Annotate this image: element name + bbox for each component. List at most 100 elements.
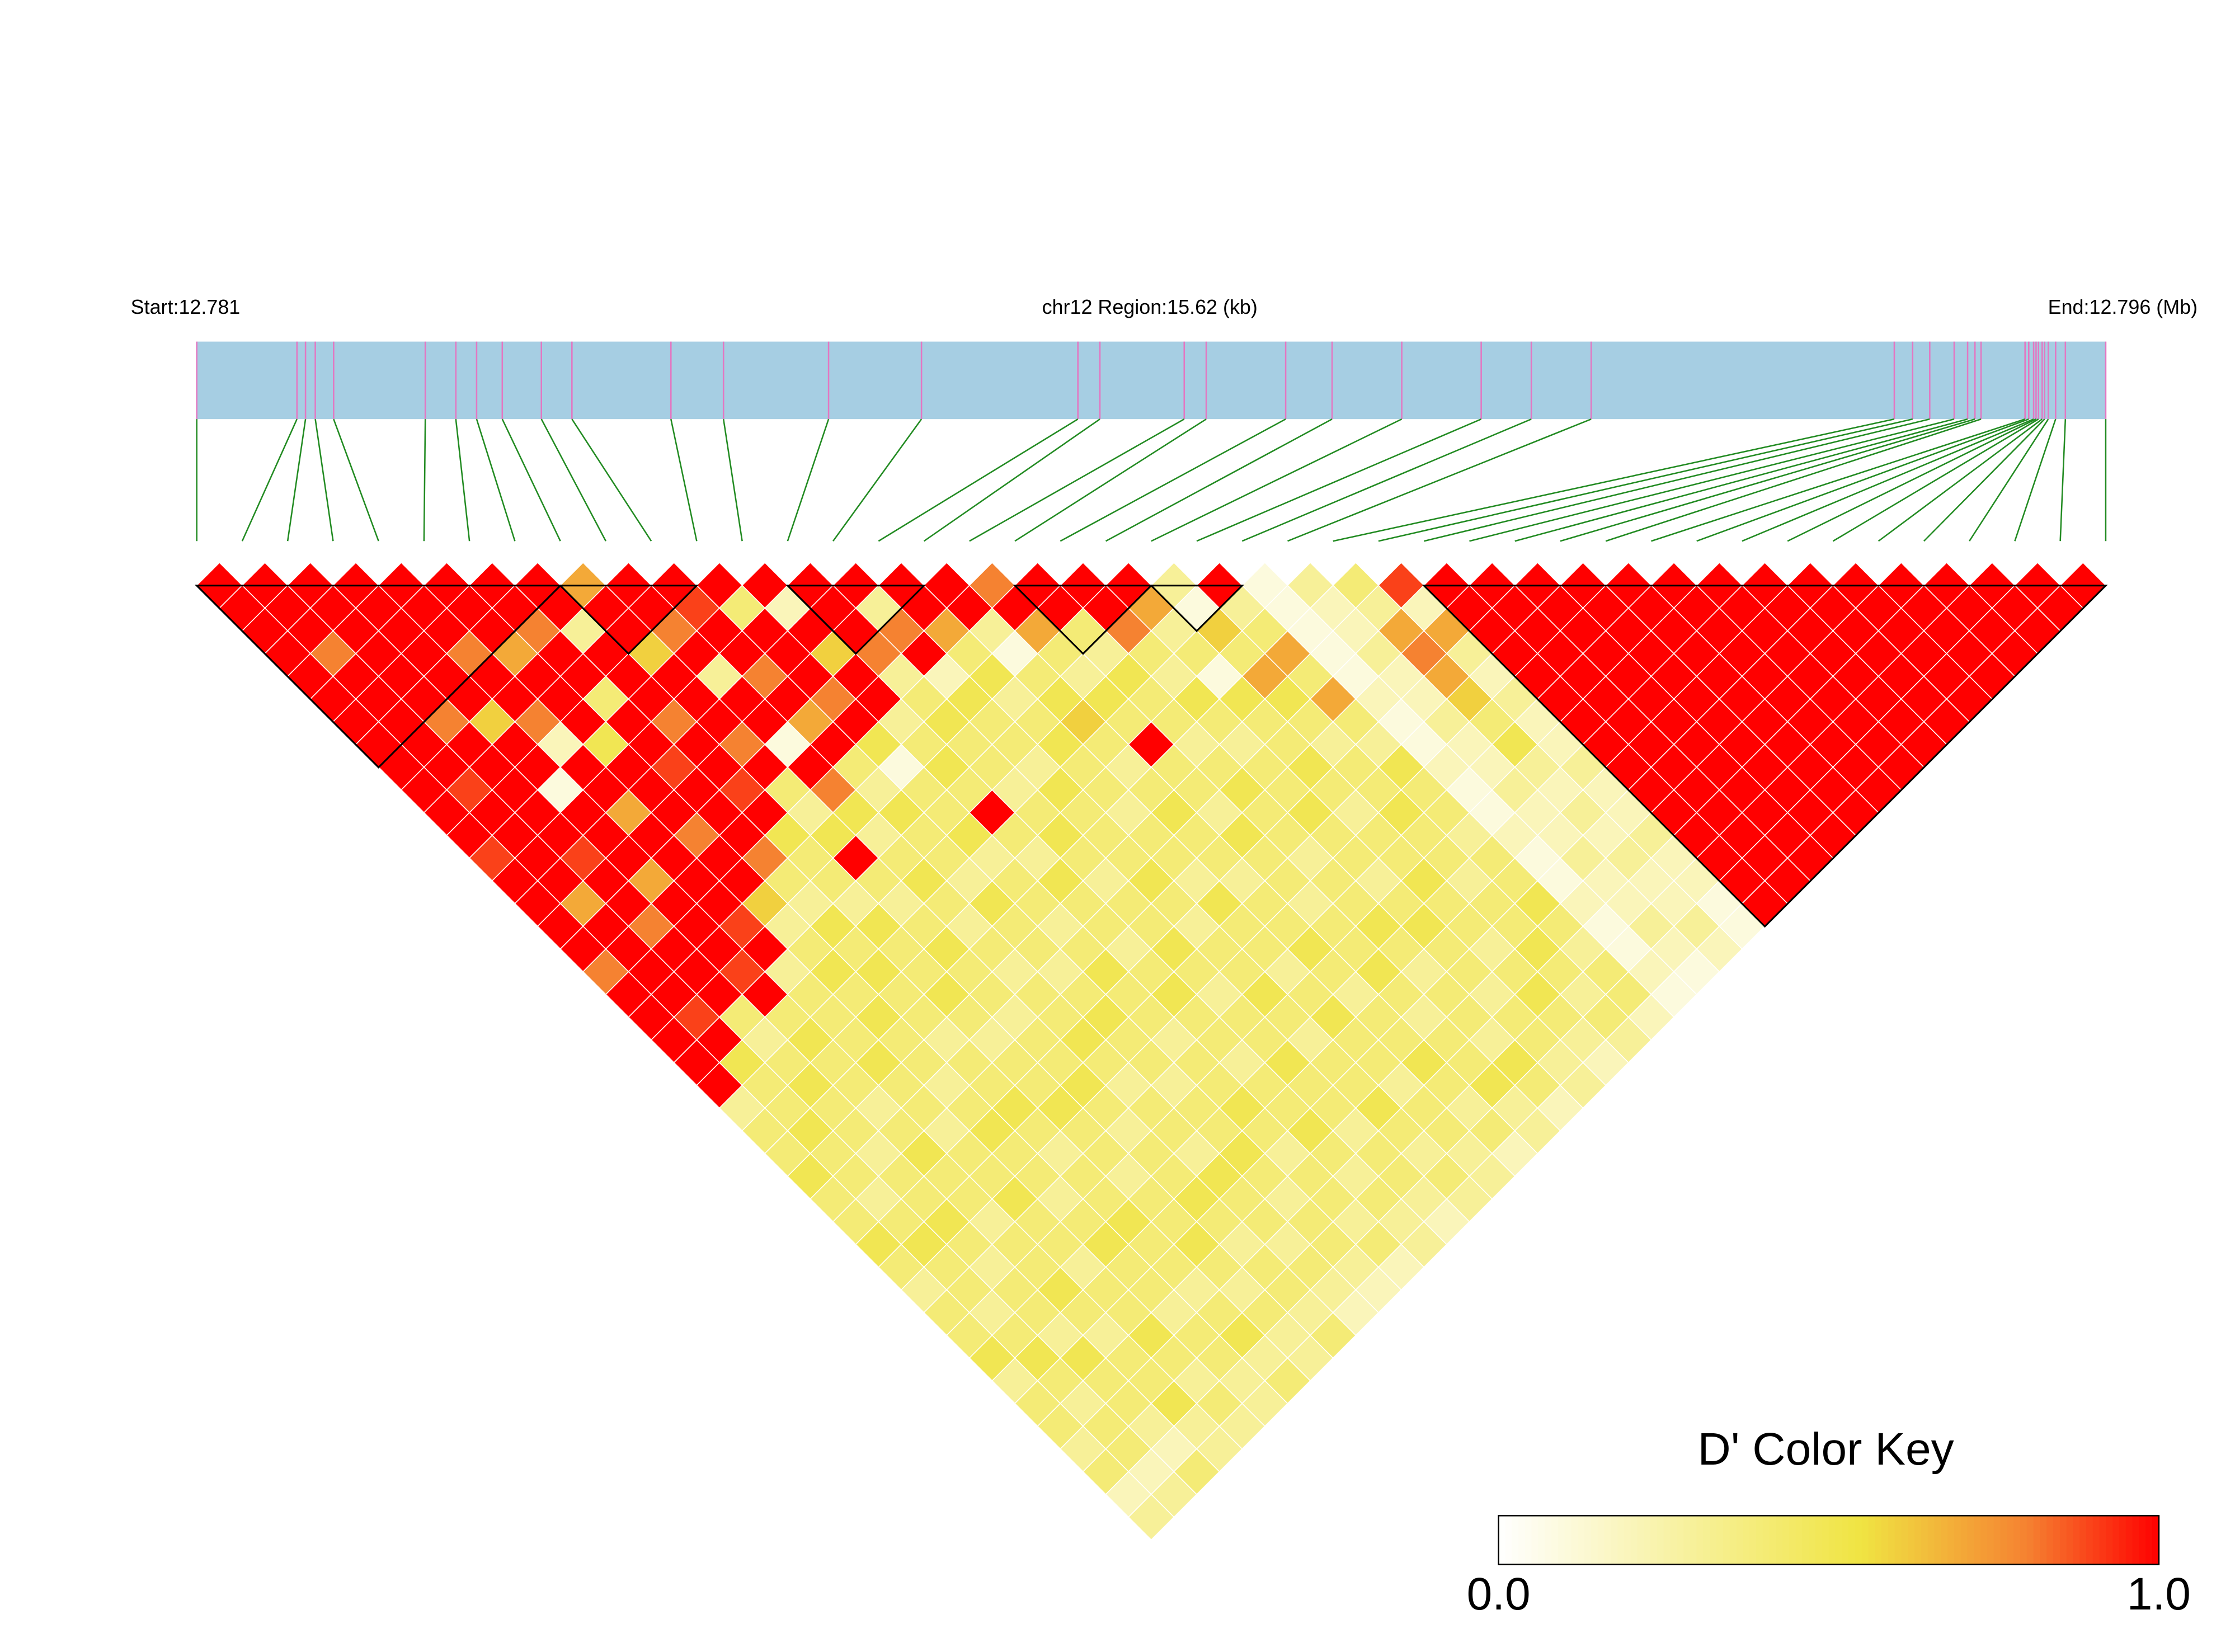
snp-connector — [1878, 418, 2043, 542]
key-swatch — [1710, 1515, 1718, 1565]
key-swatch — [1604, 1515, 1612, 1565]
key-swatch — [1690, 1515, 1698, 1565]
key-swatch — [1802, 1515, 1810, 1565]
region-bar — [196, 341, 2106, 420]
key-swatch — [2119, 1515, 2127, 1565]
key-swatch — [2086, 1515, 2094, 1565]
key-swatch — [1782, 1515, 1790, 1565]
snp-connector — [1651, 418, 2026, 542]
snp-connector — [1560, 418, 1975, 542]
key-swatch — [1967, 1515, 1975, 1565]
key-swatch — [1901, 1515, 1909, 1565]
snp-connector — [333, 418, 379, 542]
key-swatch — [1776, 1515, 1784, 1565]
key-swatch — [1558, 1515, 1565, 1565]
key-swatch — [1518, 1515, 1526, 1565]
key-swatch — [1828, 1515, 1836, 1565]
key-swatch — [1954, 1515, 1962, 1565]
key-swatch — [2040, 1515, 2048, 1565]
key-swatch — [1789, 1515, 1797, 1565]
key-frame — [1498, 1514, 2160, 1565]
chart-title: chr12 Region:15.62 (kb) — [1042, 295, 1258, 318]
key-swatch — [1927, 1515, 1935, 1565]
key-swatch — [1888, 1515, 1896, 1565]
snp-connector — [1105, 418, 1333, 542]
snp-connector — [455, 419, 470, 542]
snp-connector — [571, 418, 652, 542]
snp-connector — [1832, 418, 2039, 542]
snp-connector — [832, 418, 923, 542]
key-swatch — [2092, 1515, 2100, 1565]
snp-connector — [1287, 418, 1592, 542]
snp-connector — [722, 418, 743, 542]
key-swatch — [1703, 1515, 1711, 1565]
key-swatch — [1861, 1515, 1869, 1565]
key-swatch — [1677, 1515, 1685, 1565]
key-swatch — [1881, 1515, 1889, 1565]
snp-connector — [1469, 418, 1955, 542]
key-title: D' Color Key — [1698, 1424, 1954, 1475]
key-swatch — [1941, 1515, 1949, 1565]
key-swatch — [1769, 1515, 1777, 1565]
key-swatch — [1505, 1515, 1513, 1565]
key-swatch — [1551, 1515, 1559, 1565]
key-swatch — [2020, 1515, 2028, 1565]
ld-block — [785, 585, 926, 655]
key-swatch — [1663, 1515, 1671, 1565]
snp-connector — [540, 418, 606, 542]
key-swatch — [1736, 1515, 1744, 1565]
key-swatch — [1611, 1515, 1618, 1565]
key-tick-label: 1.0 — [2127, 1569, 2191, 1620]
snp-connector — [1151, 418, 1403, 542]
key-swatch — [1723, 1515, 1731, 1565]
key-swatch — [1524, 1515, 1532, 1565]
key-swatch — [2106, 1515, 2114, 1565]
key-swatch — [1980, 1515, 1988, 1565]
key-swatch — [2125, 1515, 2133, 1565]
key-swatch — [1960, 1515, 1968, 1565]
key-tick-label: 0.0 — [1467, 1569, 1531, 1620]
key-swatch — [1921, 1515, 1929, 1565]
key-swatch — [1809, 1515, 1817, 1565]
key-swatch — [2026, 1515, 2034, 1565]
key-swatch — [1591, 1515, 1598, 1565]
snp-connector — [878, 418, 1079, 542]
key-swatch — [1894, 1515, 1902, 1565]
key-swatch — [1815, 1515, 1823, 1565]
key-swatch — [1855, 1515, 1863, 1565]
key-swatch — [1835, 1515, 1843, 1565]
snp-connector — [501, 418, 561, 542]
key-swatch — [1617, 1515, 1625, 1565]
key-swatch — [2013, 1515, 2021, 1565]
snp-connector — [670, 418, 698, 542]
key-swatch — [1914, 1515, 1922, 1565]
ld-block — [1422, 585, 2108, 928]
key-swatch — [1630, 1515, 1638, 1565]
key-swatch — [1498, 1515, 1506, 1565]
ld-block — [1013, 585, 1154, 655]
key-swatch — [1564, 1515, 1572, 1565]
snp-connector — [1605, 418, 1982, 542]
key-swatch — [1934, 1515, 1942, 1565]
key-swatch — [1974, 1515, 1982, 1565]
snp-connector — [1060, 418, 1286, 542]
key-swatch — [1842, 1515, 1850, 1565]
snp-connector — [969, 418, 1185, 542]
key-swatch — [1947, 1515, 1955, 1565]
snp-connector — [423, 419, 426, 542]
key-swatch — [1729, 1515, 1737, 1565]
snp-connector — [923, 418, 1100, 542]
key-swatch — [2033, 1515, 2041, 1565]
snp-connector — [1514, 418, 1968, 542]
key-swatch — [2007, 1515, 2015, 1565]
key-swatch — [1578, 1515, 1585, 1565]
key-swatch — [1822, 1515, 1830, 1565]
snp-connector — [2014, 418, 2057, 542]
key-swatch — [1987, 1515, 1995, 1565]
key-swatch — [1749, 1515, 1757, 1565]
snp-connector — [787, 418, 830, 542]
snp-connector — [1196, 418, 1482, 542]
key-swatch — [2112, 1515, 2120, 1565]
snp-connector — [1787, 418, 2036, 542]
